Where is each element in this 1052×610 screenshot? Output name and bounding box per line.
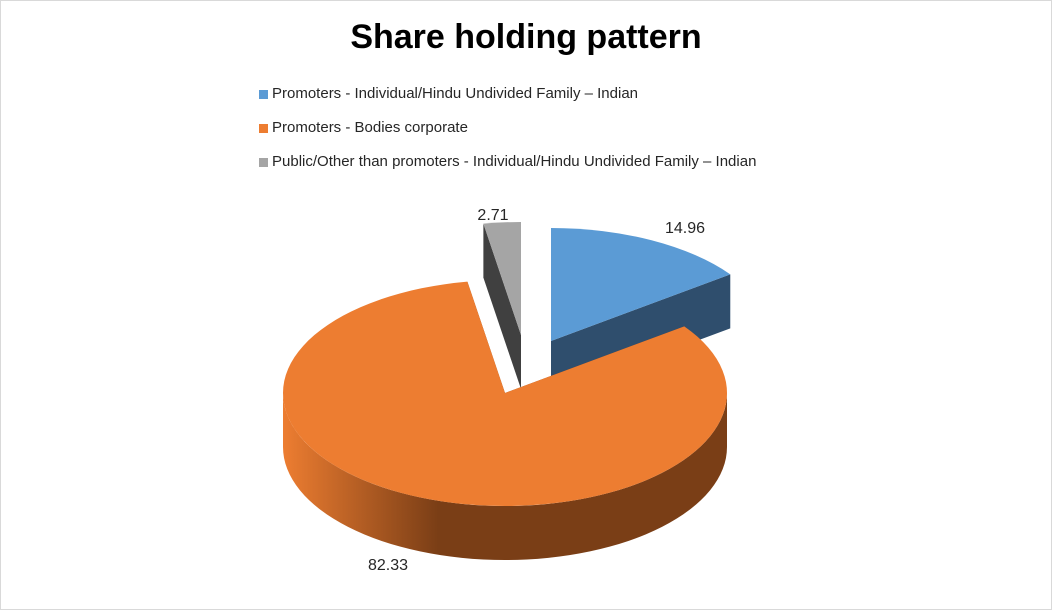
pie-slice-side-promoters-bodies-corporate [283, 393, 727, 560]
pie-slice-public-other-than-promoters-individual-h [483, 222, 521, 335]
data-label-promoters-bodies-corporate: 82.33 [368, 557, 408, 574]
legend-label-public-individual: Public/Other than promoters - Individual… [272, 153, 757, 170]
pie-tops [283, 222, 731, 506]
pie-slice-promoters-individual-hindu-undivided-fam [551, 228, 731, 341]
legend-swatch-promoters-individual [259, 90, 268, 99]
legend-label-promoters-individual: Promoters - Individual/Hindu Undivided F… [272, 85, 639, 102]
legend: Promoters - Individual/Hindu Undivided F… [259, 84, 756, 186]
legend-swatch-promoters-bodies-corporate [259, 124, 268, 133]
chart-title: Share holding pattern [350, 18, 702, 56]
pie-slice-cut-face-public-other-than-promoters-individual-h-0 [483, 223, 521, 389]
legend-label-promoters-bodies-corporate: Promoters - Bodies corporate [272, 119, 468, 136]
legend-item-promoters-individual: Promoters - Individual/Hindu Undivided F… [259, 84, 756, 118]
legend-item-public-individual: Public/Other than promoters - Individual… [259, 152, 756, 186]
legend-item-promoters-bodies-corporate: Promoters - Bodies corporate [259, 118, 756, 152]
pie-slice-promoters-bodies-corporate [283, 281, 727, 506]
legend-swatch-public-individual [259, 158, 268, 167]
data-label-promoters-individual-hindu-undivided-fam: 14.96 [665, 220, 705, 237]
data-label-public-other-than-promoters-individual-h: 2.71 [477, 207, 508, 224]
